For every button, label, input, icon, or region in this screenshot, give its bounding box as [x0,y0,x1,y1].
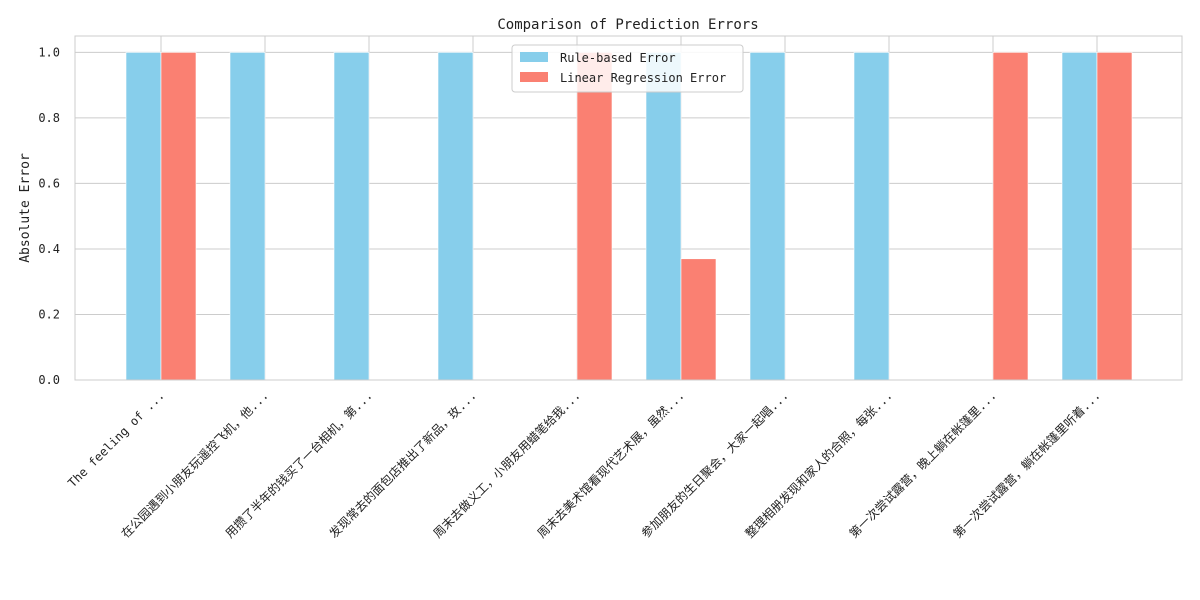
legend-label-rule-based: Rule-based Error [560,51,676,65]
y-tick-label: 0.4 [38,242,60,256]
linear-regression-bar [160,52,197,381]
rule-based-bar [125,52,162,381]
y-tick-labels: 0.0 0.2 0.4 0.6 0.8 1.0 [38,45,60,387]
linear-regression-bar [680,258,717,381]
rule-based-bar [645,52,682,381]
rule-based-bar [1061,52,1098,381]
legend-label-linear-regression: Linear Regression Error [560,71,726,85]
rule-based-bar [229,52,266,381]
linear-regression-bar [992,52,1029,381]
rule-based-bar [333,52,370,381]
legend-box [511,44,744,93]
y-tick-label: 0.2 [38,307,60,321]
rule-based-bar [853,52,890,381]
y-tick-label: 0.6 [38,176,60,190]
chart-title: Comparison of Prediction Errors [497,17,758,33]
bars [125,52,1133,381]
legend: Rule-based Error Linear Regression Error [511,44,744,93]
linear-regression-bar [576,52,613,381]
y-tick-label: 1.0 [38,45,60,59]
rule-based-bar [749,52,786,381]
legend-swatch-linear-regression [520,72,548,82]
plot-frame [74,35,1183,381]
linear-regression-bar [1096,52,1133,381]
y-axis-title: Absolute Error [18,153,33,263]
rule-based-bar [437,52,474,381]
y-tick-label: 0.0 [38,373,60,387]
legend-swatch-rule-based [520,52,548,62]
y-tick-label: 0.8 [38,111,60,125]
